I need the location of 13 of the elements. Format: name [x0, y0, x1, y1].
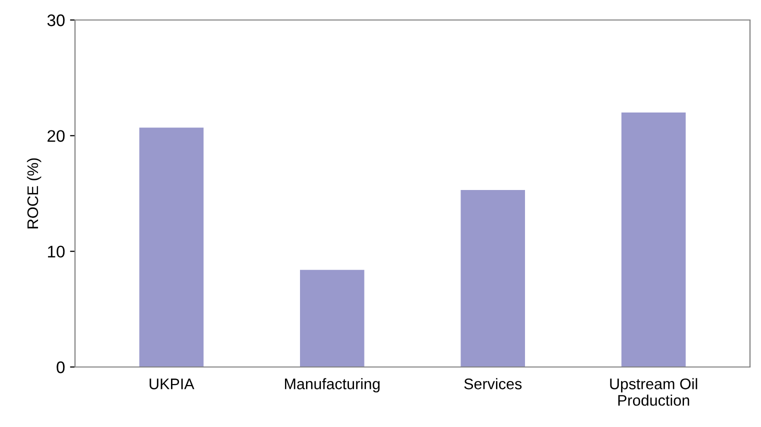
- y-axis-title: ROCE (%): [26, 158, 42, 228]
- x-tick-label: Services: [464, 378, 522, 390]
- y-tick-label: 20: [48, 130, 65, 142]
- bar: [139, 128, 204, 367]
- x-tick-label: Manufacturing: [284, 378, 380, 392]
- x-tick-label: Upstream Oil Production: [610, 378, 698, 406]
- bar: [621, 112, 686, 367]
- bar: [300, 270, 364, 367]
- y-tick-label: 30: [47, 14, 65, 26]
- y-tick-label: 0: [56, 361, 65, 374]
- bar: [460, 190, 525, 367]
- x-tick-label: UKPIA: [150, 378, 194, 390]
- y-tick-label: 10: [48, 246, 65, 258]
